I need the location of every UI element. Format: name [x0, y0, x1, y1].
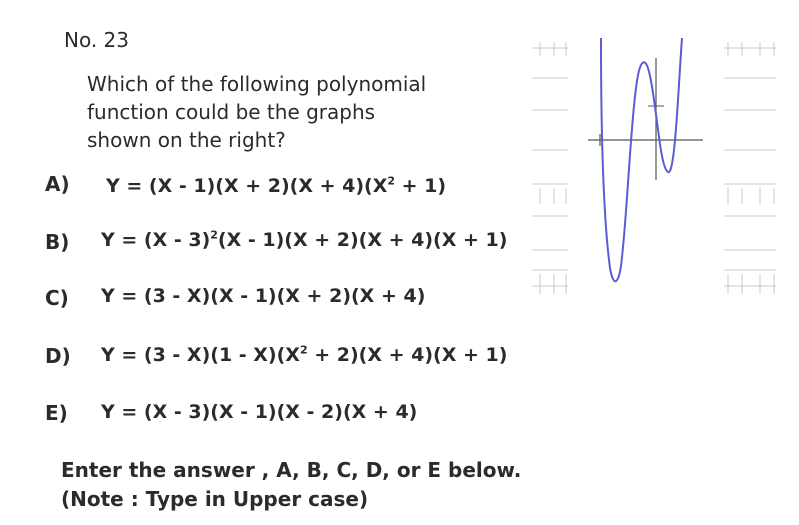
choice-b: B) — [45, 230, 69, 254]
choice-b-expression: Y = (X - 3)2(X - 1)(X + 2)(X + 4)(X + 1) — [101, 228, 508, 251]
question-line-2: function could be the graphs — [87, 100, 376, 124]
polynomial-curve — [600, 38, 683, 283]
instruction-line-2: (Note : Type in Upper case) — [61, 487, 369, 511]
choice-b-letter: B) — [45, 230, 70, 254]
polynomial-graph — [532, 38, 776, 294]
choice-d-expression: Y = (3 - X)(1 - X)(X2 + 2)(X + 4)(X + 1) — [101, 343, 508, 366]
choice-c: C) — [45, 286, 69, 310]
choice-a-expression: Y = (X - 1)(X + 2)(X + 4)(X2 + 1) — [106, 174, 447, 197]
choice-c-letter: C) — [45, 286, 69, 310]
graph-grid — [532, 42, 776, 294]
choice-a: A) — [45, 172, 70, 196]
choice-a-letter: A) — [45, 172, 70, 196]
choice-e-letter: E) — [45, 401, 68, 425]
choice-c-expression: Y = (3 - X)(X - 1)(X + 2)(X + 4) — [101, 285, 426, 307]
choice-e-expression: Y = (X - 3)(X - 1)(X - 2)(X + 4) — [101, 401, 418, 423]
question-line-3: shown on the right? — [87, 128, 286, 152]
problem-number: No. 23 — [64, 28, 130, 52]
question-line-1: Which of the following polynomial — [87, 72, 427, 96]
choice-e: E) — [45, 401, 68, 425]
question-text: Which of the following polynomial functi… — [87, 70, 426, 154]
instruction-line-1: Enter the answer , A, B, C, D, or E belo… — [61, 458, 522, 482]
choice-d: D) — [45, 344, 71, 368]
choice-d-letter: D) — [45, 344, 71, 368]
